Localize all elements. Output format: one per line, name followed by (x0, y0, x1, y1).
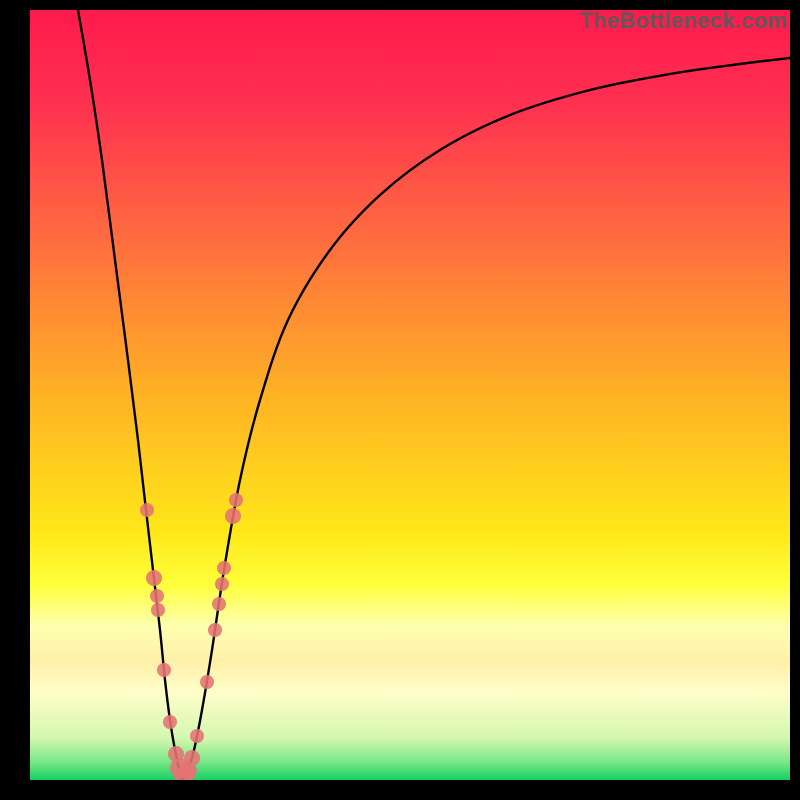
bottleneck-curve (78, 10, 790, 780)
data-marker (225, 508, 241, 524)
data-marker (212, 597, 226, 611)
data-marker (208, 623, 222, 637)
plot-area (30, 10, 790, 780)
data-marker (190, 729, 204, 743)
data-marker (150, 589, 164, 603)
data-marker (217, 561, 231, 575)
marker-group (140, 493, 243, 780)
frame-left (0, 0, 30, 800)
data-marker (200, 675, 214, 689)
data-marker (140, 503, 154, 517)
data-marker (146, 570, 162, 586)
attribution-text: TheBottleneck.com (580, 8, 788, 34)
data-marker (215, 577, 229, 591)
curve-layer (30, 10, 790, 780)
frame-right (790, 0, 800, 800)
data-marker (184, 750, 200, 766)
data-marker (151, 603, 165, 617)
data-marker (163, 715, 177, 729)
frame-bottom (0, 780, 800, 800)
data-marker (229, 493, 243, 507)
data-marker (157, 663, 171, 677)
